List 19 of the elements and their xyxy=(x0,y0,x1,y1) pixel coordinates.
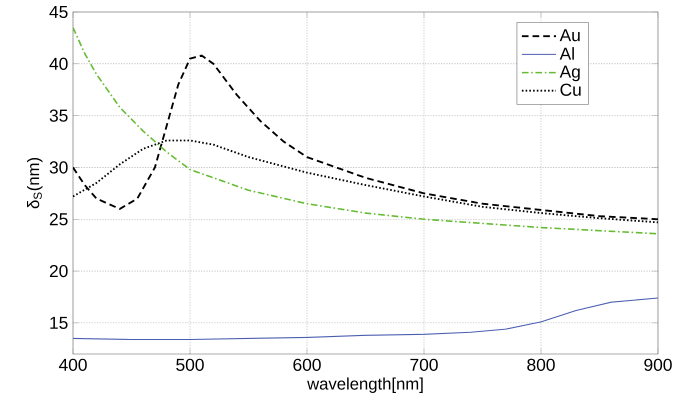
legend-label: Cu xyxy=(560,84,581,96)
x-tick-label: 500 xyxy=(176,358,204,371)
x-tick-label: 600 xyxy=(293,358,321,371)
x-tick-label: 800 xyxy=(527,358,555,371)
y-tick-label: 40 xyxy=(49,58,68,70)
y-axis-title: δ$_{S}$(nm) xyxy=(26,158,43,208)
y-tick-label: 25 xyxy=(50,213,68,226)
y-tick-label: 45 xyxy=(49,6,68,18)
y-tick-label: 30 xyxy=(50,161,68,174)
legend-label: Ag xyxy=(560,66,580,82)
y-tick-label: 20 xyxy=(50,264,68,278)
legend-label: Au xyxy=(560,29,580,42)
y-tick-label: 35 xyxy=(50,109,68,122)
x-axis-title: wavelength[nm] xyxy=(307,377,423,393)
y-tick-label: 15 xyxy=(50,316,68,329)
x-tick-label: 700 xyxy=(410,358,438,371)
legend-label: Al xyxy=(560,47,574,60)
x-tick-label: 400 xyxy=(58,358,87,371)
x-tick-label: 900 xyxy=(644,358,672,371)
